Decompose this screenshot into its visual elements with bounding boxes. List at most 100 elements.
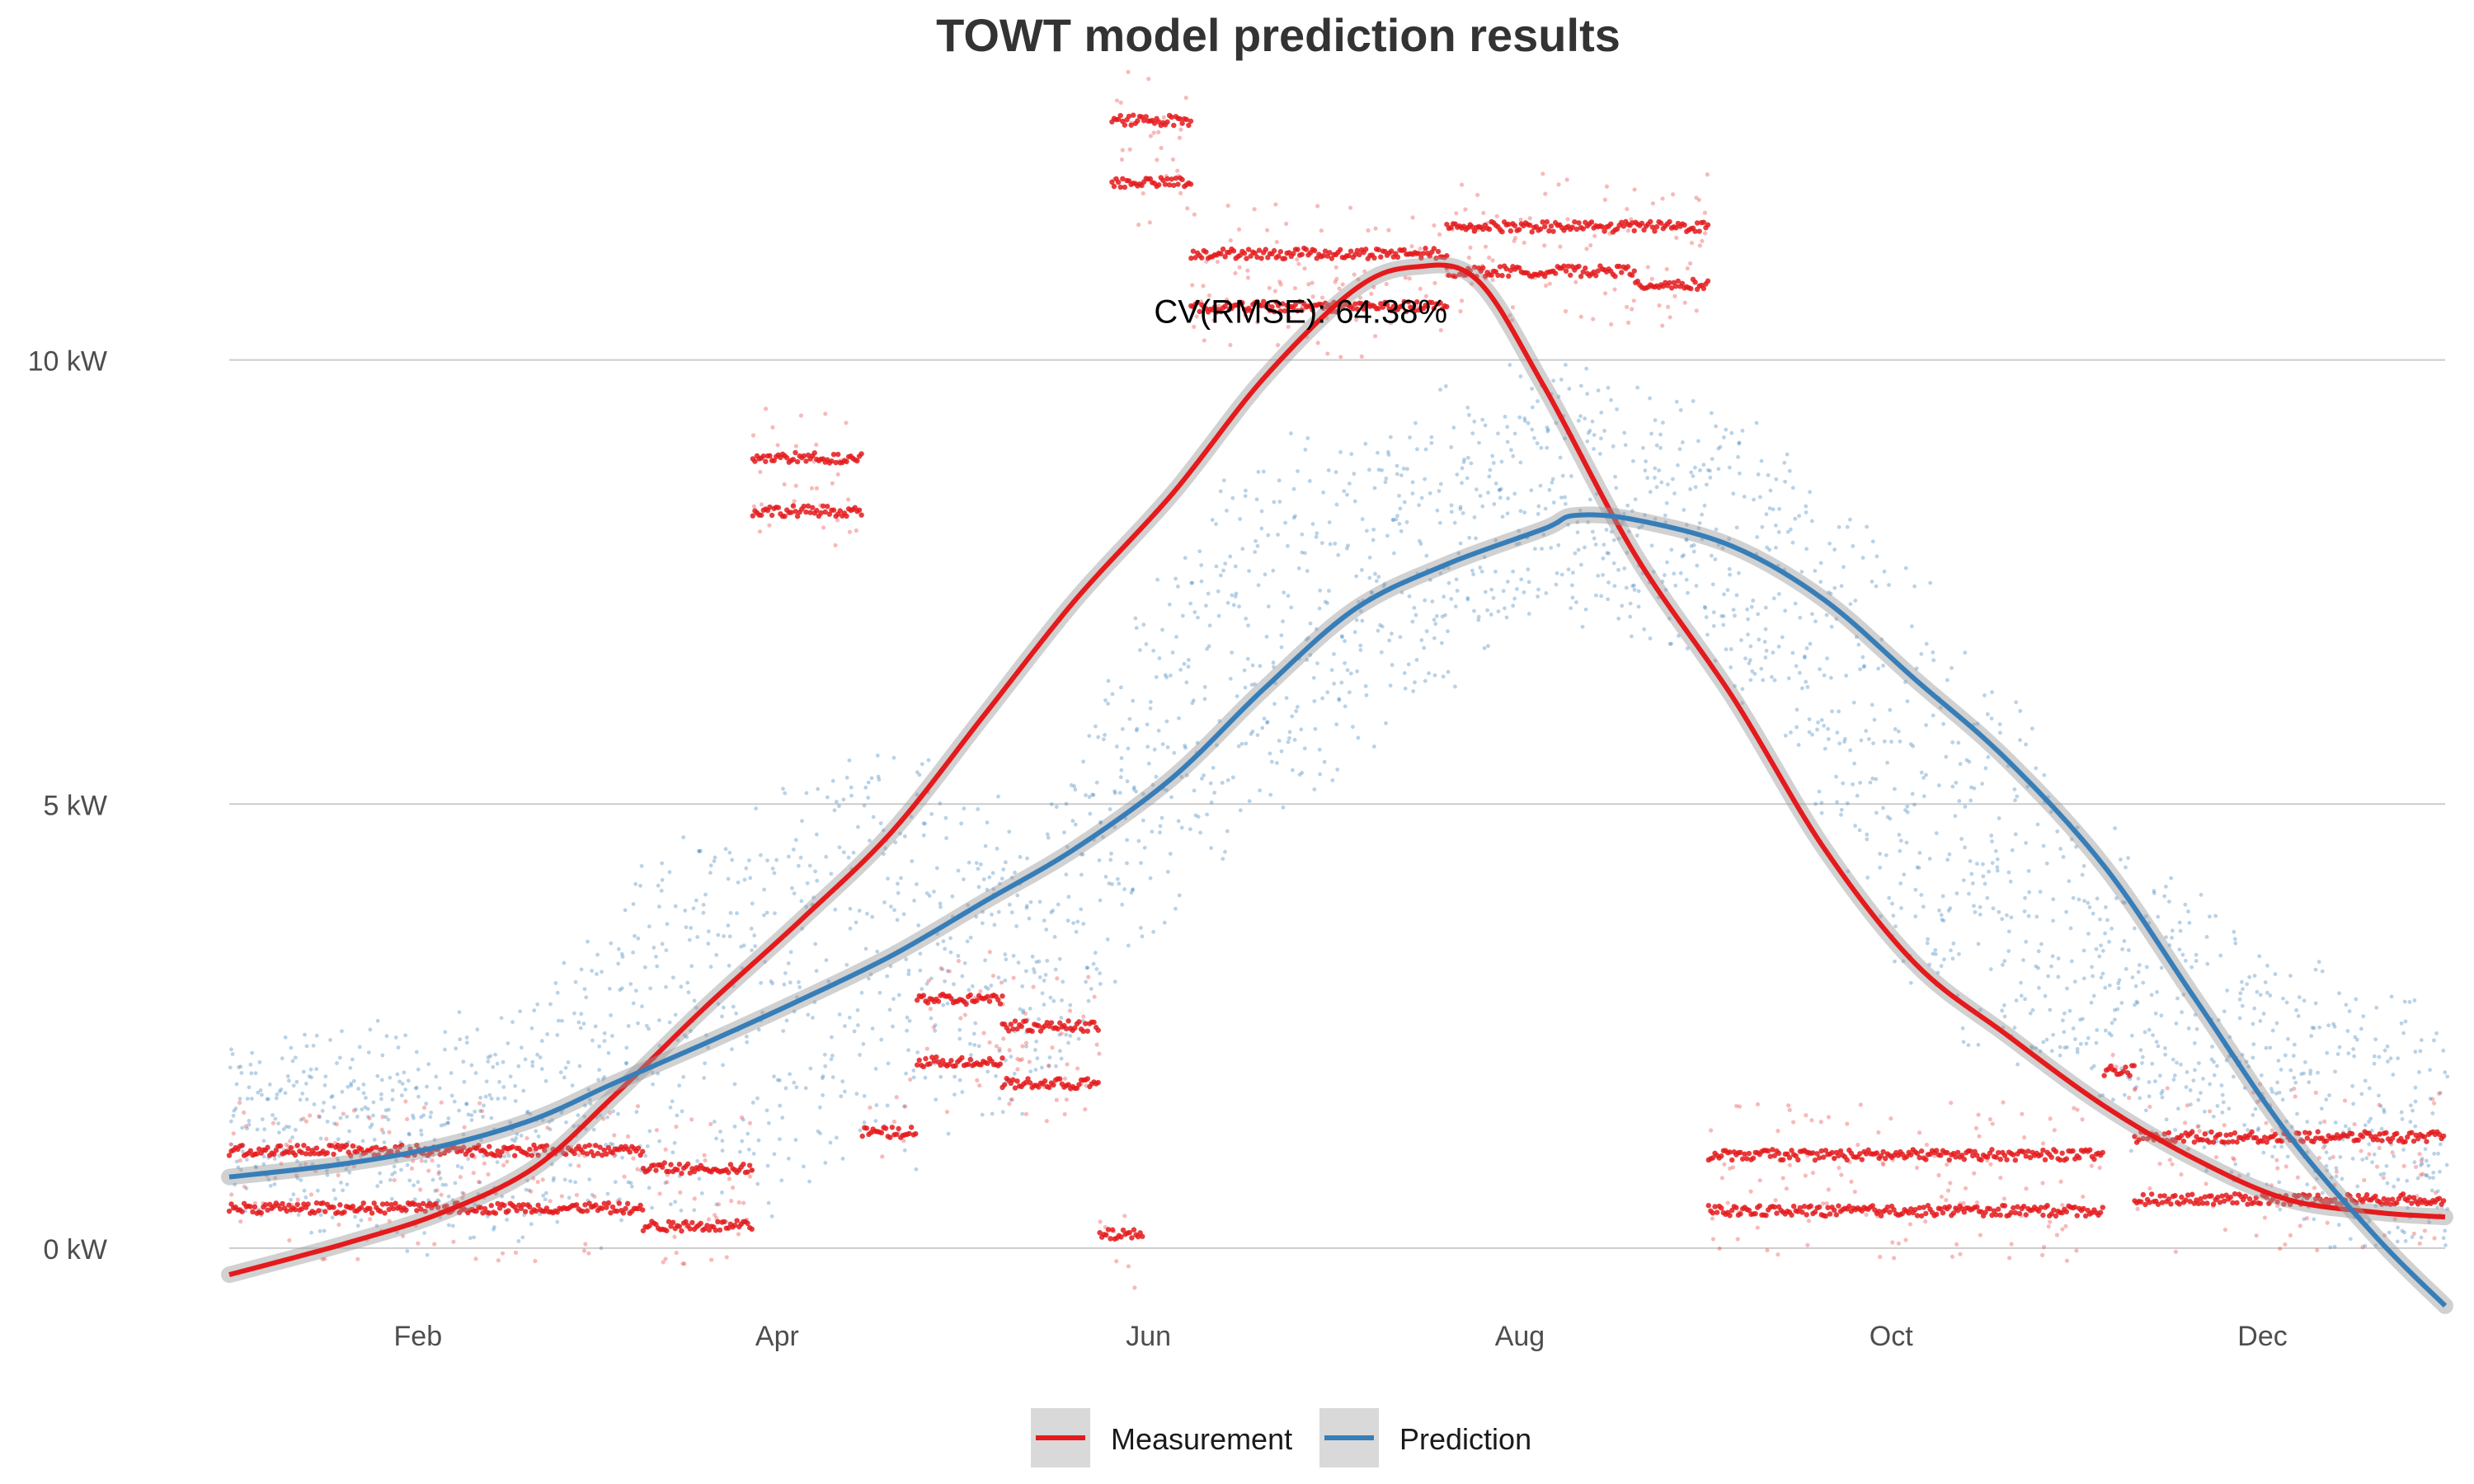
measurement-point [1076, 1082, 1082, 1087]
prediction-point [2403, 1019, 2408, 1024]
prediction-point [748, 876, 753, 881]
prediction-point [2175, 1060, 2179, 1065]
prediction-point [287, 1125, 291, 1129]
prediction-point [520, 1235, 525, 1240]
prediction-point [2087, 905, 2092, 909]
measurement-point [382, 1210, 388, 1216]
prediction-point [1235, 694, 1239, 698]
measurement-point [1199, 255, 1205, 261]
prediction-point [2427, 1176, 2432, 1180]
prediction-point [2283, 1053, 2288, 1058]
prediction-point [1054, 805, 1059, 810]
measurement-point [286, 1202, 292, 1208]
prediction-point [309, 1230, 313, 1235]
prediction-point [1695, 563, 1700, 568]
prediction-point [1120, 902, 1125, 907]
prediction-point [1352, 472, 1357, 477]
measurement-point [1188, 181, 1194, 187]
prediction-point [240, 1125, 245, 1130]
measurement-point [1282, 256, 1288, 261]
measurement-point [1047, 1063, 1051, 1068]
prediction-point [2333, 1120, 2338, 1125]
measurement-point [520, 1201, 526, 1208]
measurement-point [514, 1208, 520, 1214]
measurement-point [426, 1200, 433, 1207]
prediction-point [1898, 739, 1903, 744]
measurement-point [1821, 1201, 1826, 1206]
prediction-point [1134, 626, 1139, 631]
prediction-point [491, 1064, 496, 1069]
measurement-point [1977, 1134, 1982, 1139]
prediction-point [303, 1032, 307, 1037]
measurement-point [487, 1144, 492, 1149]
prediction-point [1776, 592, 1781, 596]
measurement-point [350, 1143, 356, 1149]
prediction-point [1412, 605, 1417, 610]
prediction-point [775, 1078, 780, 1082]
prediction-point [814, 969, 819, 974]
prediction-point [1170, 650, 1175, 655]
prediction-point [1504, 615, 1509, 620]
prediction-point [2305, 1150, 2310, 1154]
prediction-point [2035, 822, 2040, 827]
prediction-point [510, 1138, 515, 1142]
measurement-point [906, 1130, 912, 1137]
measurement-point [1141, 190, 1145, 196]
prediction-point [2378, 1172, 2383, 1177]
prediction-point [2100, 971, 2105, 976]
prediction-point [1835, 800, 1839, 805]
prediction-point [239, 1070, 244, 1075]
prediction-point [976, 1044, 981, 1049]
measurement-point [835, 458, 841, 463]
measurement-point [1674, 235, 1679, 241]
prediction-point [1258, 664, 1263, 669]
prediction-point [1438, 571, 1443, 575]
prediction-point [469, 1118, 474, 1122]
measurement-point [1547, 281, 1552, 286]
measurement-point [624, 1200, 631, 1207]
prediction-point [584, 1127, 588, 1131]
measurement-point [1953, 1154, 1959, 1160]
measurement-point [703, 1158, 708, 1163]
prediction-point [1496, 609, 1501, 614]
measurement-point [1000, 1002, 1005, 1007]
prediction-point [1927, 857, 1932, 862]
prediction-point [816, 1129, 821, 1134]
measurement-point [706, 1217, 712, 1222]
measurement-point [341, 1111, 346, 1116]
prediction-point [1783, 608, 1788, 613]
prediction-point [655, 964, 660, 969]
measurement-point [1616, 263, 1622, 270]
prediction-point [1108, 857, 1113, 862]
measurement-point [1431, 305, 1437, 312]
prediction-point [1202, 684, 1207, 689]
prediction-point [256, 1090, 261, 1095]
prediction-point [2225, 989, 2230, 993]
prediction-point [692, 998, 697, 1003]
prediction-point [1663, 573, 1667, 577]
measurement-point [854, 458, 860, 464]
prediction-point [1967, 891, 1971, 896]
prediction-point [1598, 436, 1603, 441]
prediction-point [1913, 914, 1918, 918]
measurement-point [265, 1207, 270, 1213]
measurement-point [1136, 223, 1141, 228]
measurement-point [1271, 247, 1277, 254]
prediction-point [2152, 889, 2157, 893]
prediction-point [2103, 985, 2108, 990]
measurement-point [1111, 183, 1117, 190]
prediction-point [1084, 979, 1089, 984]
prediction-point [683, 909, 688, 913]
measurement-point [505, 1159, 510, 1164]
prediction-point [989, 984, 994, 988]
prediction-point [1332, 681, 1337, 686]
prediction-point [813, 869, 817, 874]
prediction-point [1134, 728, 1139, 733]
measurement-point [418, 1206, 424, 1212]
prediction-point [519, 1045, 524, 1050]
prediction-point [1399, 528, 1404, 533]
prediction-point [656, 904, 661, 909]
prediction-point [281, 1127, 286, 1132]
prediction-point [2320, 969, 2325, 974]
prediction-point [859, 990, 864, 995]
